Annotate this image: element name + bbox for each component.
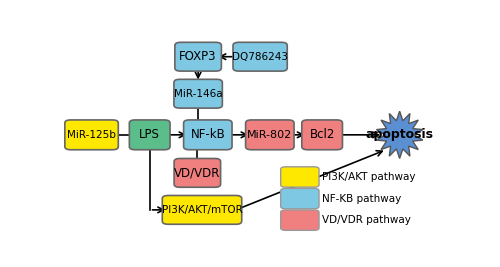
FancyBboxPatch shape bbox=[130, 120, 170, 150]
FancyBboxPatch shape bbox=[175, 42, 222, 71]
Text: FOXP3: FOXP3 bbox=[180, 50, 217, 63]
Text: PI3K/AKT pathway: PI3K/AKT pathway bbox=[322, 172, 416, 182]
FancyBboxPatch shape bbox=[184, 120, 232, 150]
Text: MiR-125b: MiR-125b bbox=[67, 130, 116, 140]
FancyBboxPatch shape bbox=[280, 189, 319, 209]
Text: PI3K/AKT/mTOR: PI3K/AKT/mTOR bbox=[162, 205, 242, 215]
Text: VD/VDR pathway: VD/VDR pathway bbox=[322, 215, 411, 225]
FancyBboxPatch shape bbox=[280, 167, 319, 187]
Text: MiR-802: MiR-802 bbox=[247, 130, 292, 140]
FancyBboxPatch shape bbox=[174, 159, 220, 187]
Text: MiR-146a: MiR-146a bbox=[174, 89, 222, 99]
FancyBboxPatch shape bbox=[162, 195, 242, 224]
FancyBboxPatch shape bbox=[233, 42, 287, 71]
Text: apoptosis: apoptosis bbox=[366, 128, 434, 141]
FancyBboxPatch shape bbox=[174, 79, 222, 108]
FancyBboxPatch shape bbox=[280, 210, 319, 230]
FancyBboxPatch shape bbox=[302, 120, 343, 150]
Text: LPS: LPS bbox=[139, 128, 160, 141]
Text: VD/VDR: VD/VDR bbox=[174, 166, 220, 179]
Text: NF-kB: NF-kB bbox=[190, 128, 225, 141]
Text: NF-KB pathway: NF-KB pathway bbox=[322, 194, 402, 203]
Text: Bcl2: Bcl2 bbox=[310, 128, 335, 141]
FancyBboxPatch shape bbox=[65, 120, 118, 150]
Text: DQ786243: DQ786243 bbox=[232, 52, 288, 62]
FancyBboxPatch shape bbox=[246, 120, 294, 150]
Polygon shape bbox=[376, 111, 423, 159]
